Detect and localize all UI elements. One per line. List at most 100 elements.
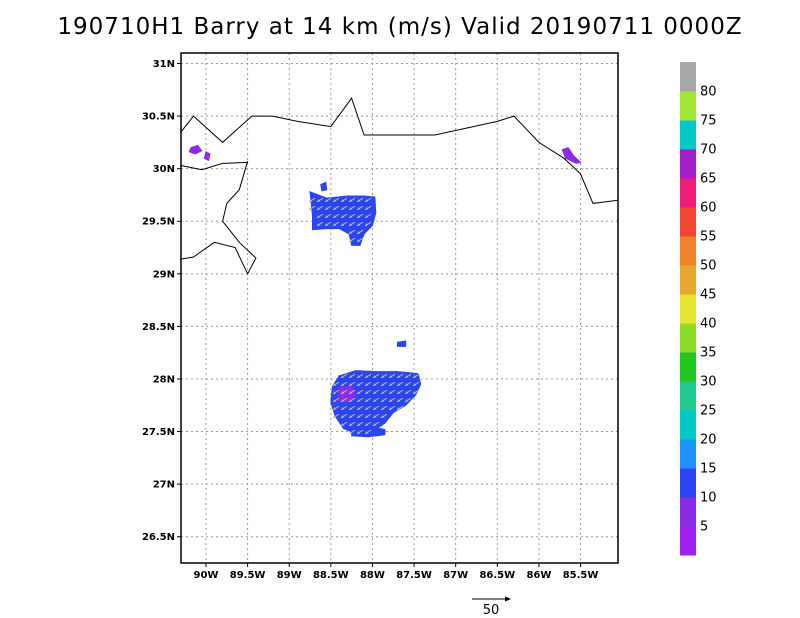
colorbar-label: 55 <box>700 230 717 245</box>
wind-vector-head <box>308 199 312 202</box>
colorbar-label: 80 <box>700 85 717 100</box>
colorbar-segment <box>680 91 696 121</box>
south-speck <box>396 340 407 347</box>
colorbar-segment <box>680 294 696 324</box>
wind-vector-head <box>404 391 408 394</box>
wind-vector-head <box>364 223 368 226</box>
coastline <box>180 97 619 204</box>
lon-tick-label: 87W <box>443 570 468 581</box>
wind-vector-head <box>324 207 328 210</box>
colorbar-label: 65 <box>700 172 717 187</box>
wind-vector-head <box>356 431 360 434</box>
wind-vector-head <box>356 215 360 218</box>
west-coast-speck <box>188 144 203 155</box>
north-speck <box>320 181 328 192</box>
lon-tick-label: 89W <box>277 570 302 581</box>
colorbar-label: 35 <box>700 346 717 361</box>
colorbar-segment <box>680 207 696 237</box>
colorbar-label: 5 <box>700 520 708 535</box>
colorbar-segment <box>680 439 696 469</box>
wind-vector-head <box>340 199 344 202</box>
colorbar-segment <box>680 323 696 353</box>
wind-vector-head <box>372 391 376 394</box>
wind-vector-head <box>388 407 392 410</box>
lat-tick-label: 27.5N <box>142 427 175 438</box>
wind-vector-head <box>396 375 400 378</box>
lat-tick-label: 26.5N <box>142 532 175 543</box>
wind-vector-head <box>340 399 344 402</box>
south-core-patch <box>336 385 357 403</box>
coastlines <box>180 97 619 275</box>
colorbar-segment <box>680 178 696 208</box>
wind-vector-head <box>356 375 360 378</box>
colorbar-label: 45 <box>700 288 717 303</box>
wind-vector-head <box>348 223 352 226</box>
lon-tick-label: 86.5W <box>479 570 515 581</box>
colorbar-segment <box>680 352 696 382</box>
lat-tick-label: 27N <box>153 480 175 491</box>
wind-vector-head <box>380 375 384 378</box>
wind-vector-head <box>348 415 352 418</box>
wind-vector-head <box>364 383 368 386</box>
wind-vector-head <box>372 423 376 426</box>
wind-vector-head <box>332 215 336 218</box>
wind-vector-head <box>356 399 360 402</box>
wind-vector-head <box>308 207 312 210</box>
wind-vectors <box>308 197 420 435</box>
colorbar: 5 10 15 20 25 30 35 40 45 50 55 60 65 70 75 80 <box>680 62 717 556</box>
wind-vector-head <box>340 423 344 426</box>
wind-vector-head <box>388 391 392 394</box>
lat-tick-label: 30.5N <box>142 112 175 123</box>
wind-vector-head <box>396 399 400 402</box>
colorbar-label: 25 <box>700 404 717 419</box>
wind-vector-head <box>356 231 360 234</box>
colorbar-label: 30 <box>700 375 717 390</box>
wind-vector-head <box>364 199 368 202</box>
west-coast-speck-2 <box>203 151 211 162</box>
lon-tick-label: 87.5W <box>396 570 432 581</box>
wind-vector-head <box>396 407 400 410</box>
wind-vector-head <box>332 199 336 202</box>
wind-vector-head <box>356 415 360 418</box>
wind-vector-head <box>316 215 320 218</box>
wind-vector-head <box>380 399 384 402</box>
wind-vector-head <box>372 399 376 402</box>
wind-vector-head <box>332 399 336 402</box>
wind-vector-head <box>348 399 352 402</box>
wind-vector-head <box>412 383 416 386</box>
lat-tick-label: 30N <box>153 164 175 175</box>
lon-tick-label: 88.5W <box>313 570 349 581</box>
wind-vector-head <box>348 239 352 242</box>
wind-vector-head <box>340 207 344 210</box>
wind-vector-head <box>348 215 352 218</box>
wind-vector-head <box>332 415 336 418</box>
lat-tick-label: 31N <box>153 59 175 70</box>
wind-vector-head <box>348 391 352 394</box>
latitude-axis: 31N 30.5N 30N 29.5N 29N 28.5N 28N 27.5N 27N 26.5N <box>142 59 181 543</box>
wind-vector-head <box>316 223 320 226</box>
colorbar-segment <box>680 265 696 295</box>
wind-vector-head <box>348 231 352 234</box>
colorbar-segment <box>680 468 696 498</box>
wind-vector-head <box>396 391 400 394</box>
colorbar-segment <box>680 526 696 556</box>
wind-vector-head <box>380 407 384 410</box>
lon-tick-label: 88W <box>360 570 385 581</box>
wind-vector-head <box>364 391 368 394</box>
wind-vector-head <box>340 215 344 218</box>
colorbar-segment <box>680 410 696 440</box>
wind-vector-head <box>348 423 352 426</box>
colorbar-label: 60 <box>700 201 717 216</box>
wind-vector-head <box>356 383 360 386</box>
wind-vector-head <box>340 223 344 226</box>
colorbar-label: 70 <box>700 143 717 158</box>
wind-vector-head <box>364 423 368 426</box>
colorbar-label: 75 <box>700 114 717 129</box>
wind-vector-head <box>364 407 368 410</box>
lon-tick-label: 90W <box>193 570 218 581</box>
wind-vector-head <box>372 415 376 418</box>
wind-vector-head <box>372 407 376 410</box>
map-frame <box>180 52 619 564</box>
grid-lines <box>181 53 618 563</box>
wind-vector-head <box>348 199 352 202</box>
